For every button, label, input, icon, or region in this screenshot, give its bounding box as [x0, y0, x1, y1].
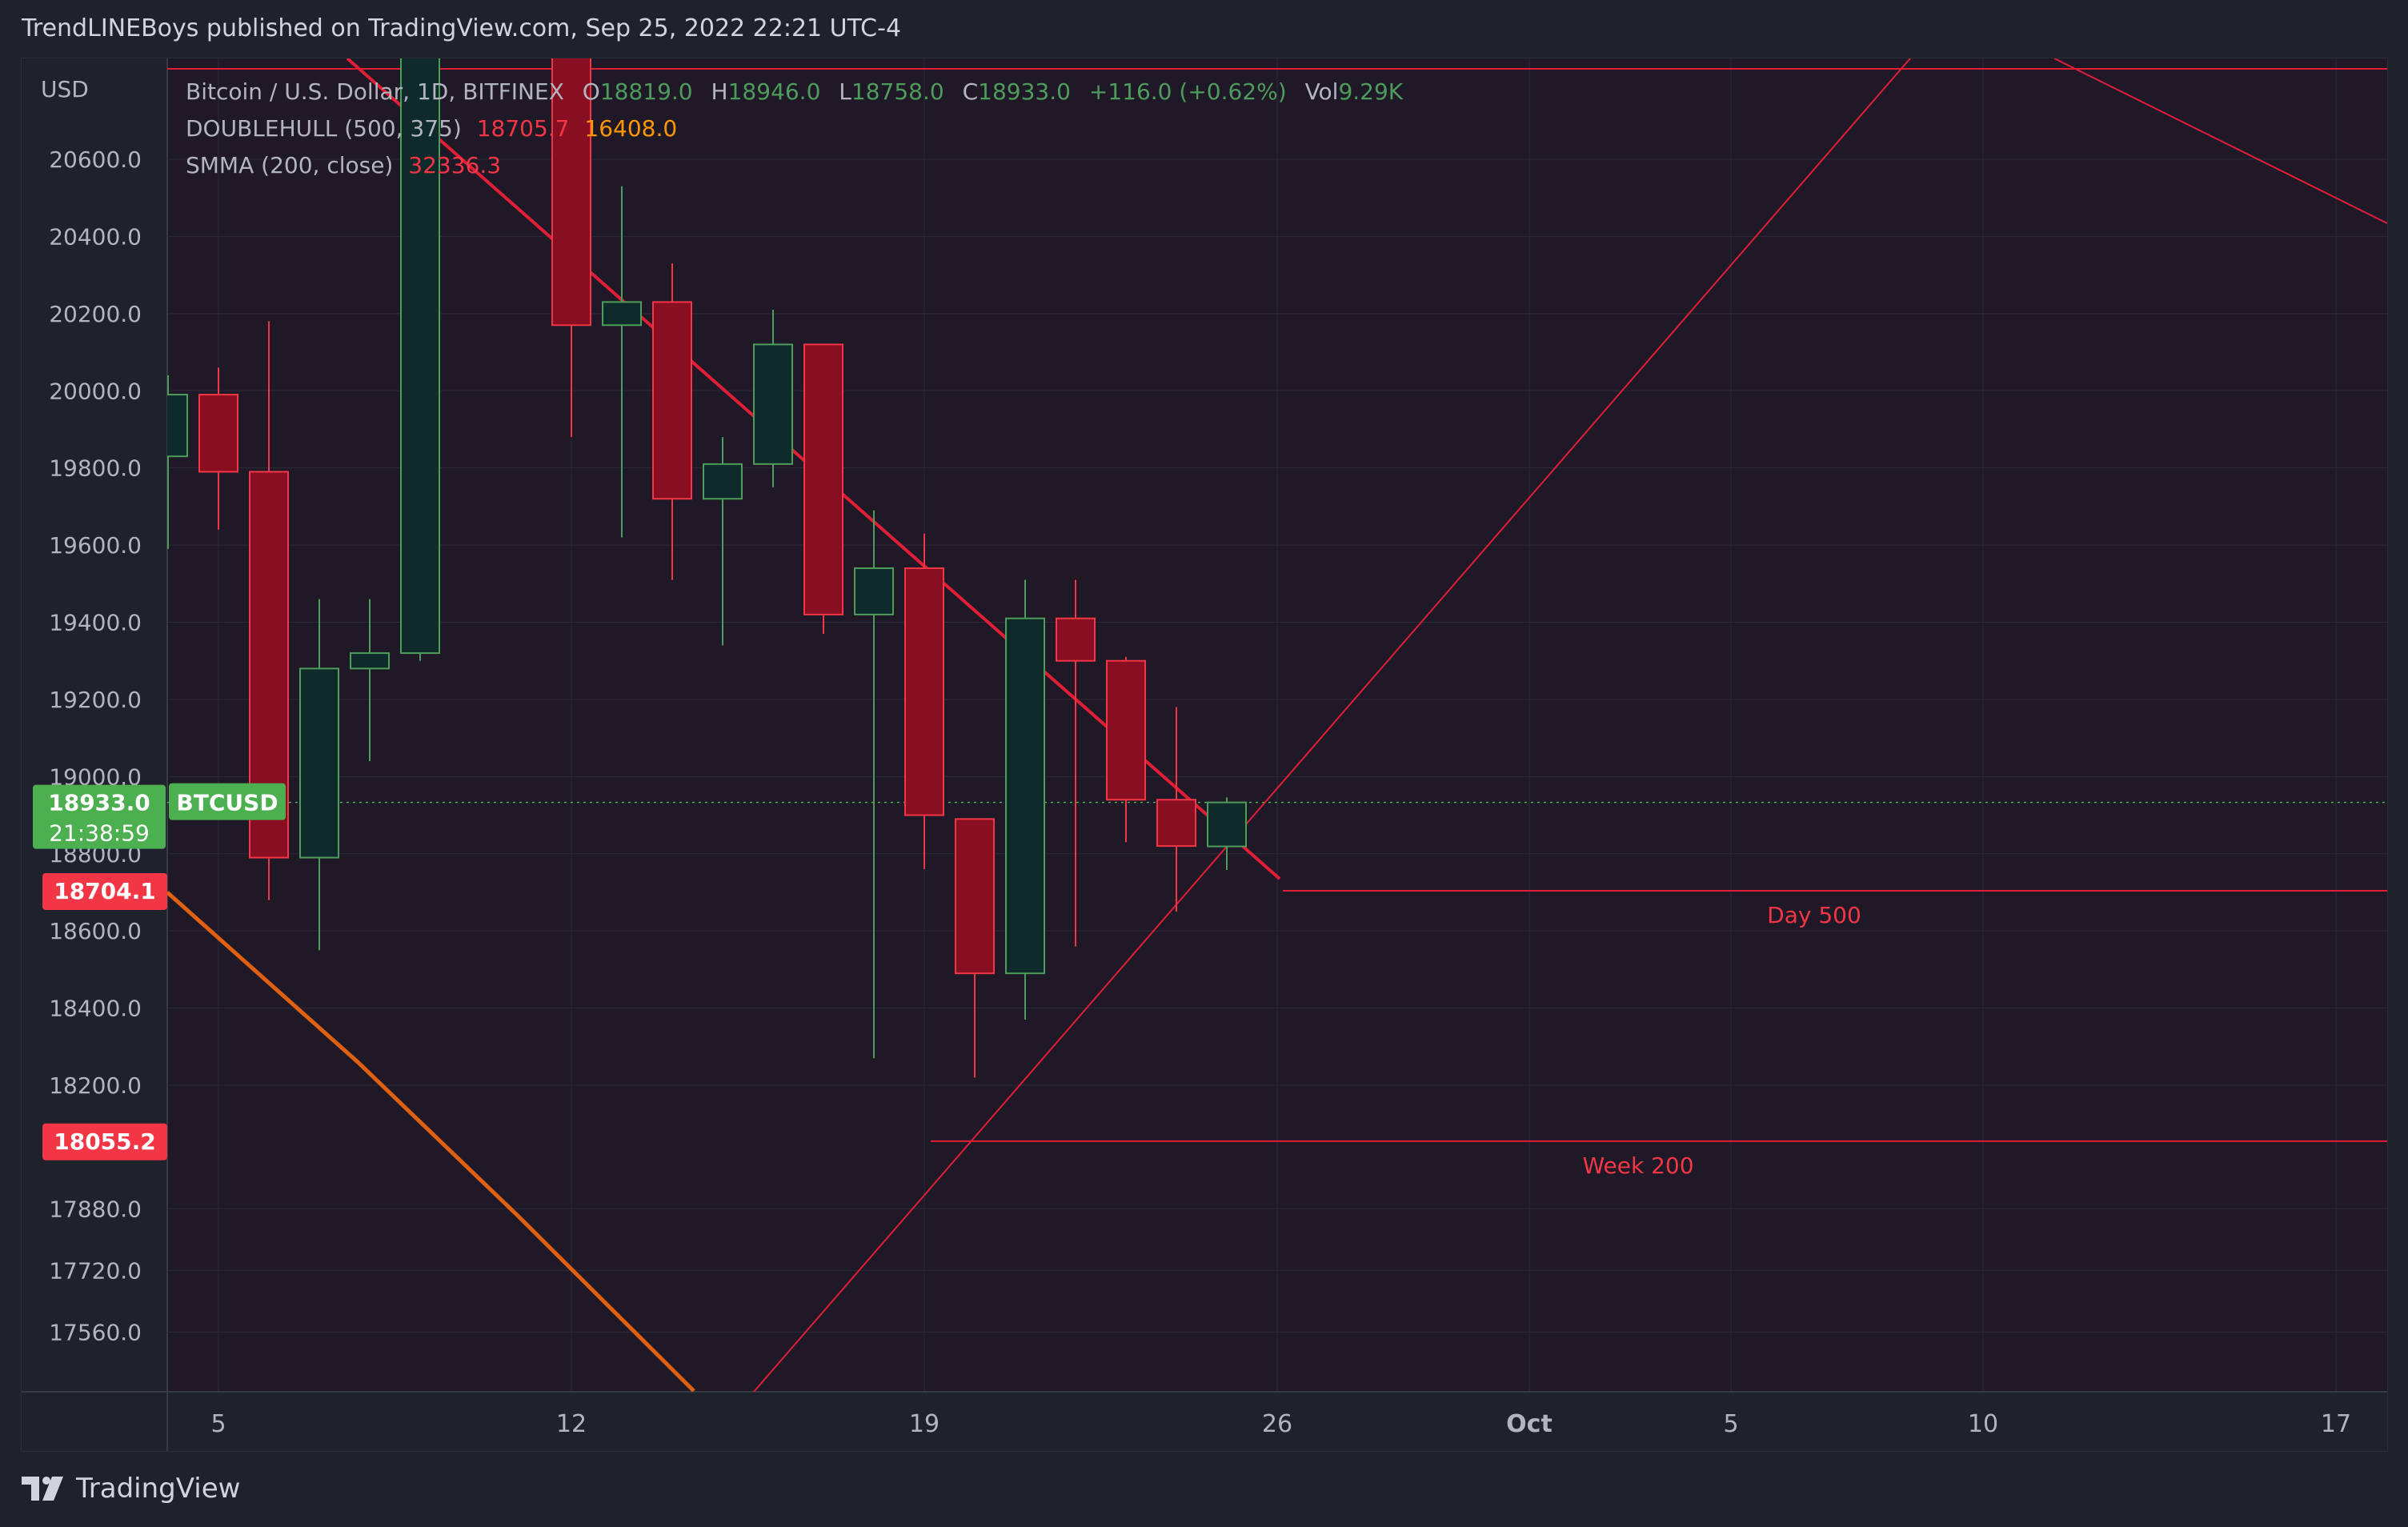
high-value: 18946.0: [727, 78, 821, 105]
x-tick-label: 26: [1262, 1410, 1292, 1438]
price-label-value: 18055.2: [54, 1128, 156, 1155]
y-tick-label: 19600.0: [49, 532, 142, 559]
level-label: Week 200: [1582, 1152, 1693, 1179]
price-label-value: 18704.1: [54, 878, 156, 904]
last-price-value: 18933.0: [48, 790, 150, 816]
volume-value: 9.29K: [1338, 78, 1404, 105]
candle-body[interactable]: [350, 652, 390, 670]
legend-smma-row[interactable]: SMMA (200, close) 32336.3: [186, 147, 1403, 184]
y-tick-label: 20400.0: [49, 223, 142, 250]
ascending-trendline[interactable]: [753, 58, 1911, 1392]
y-tick-label: 20000.0: [49, 378, 142, 404]
doublehull-orange-line[interactable]: [167, 891, 695, 1392]
candle-body[interactable]: [198, 394, 238, 473]
smma-value: 32336.3: [408, 152, 502, 178]
symbol-badge-label: BTCUSD: [176, 790, 278, 816]
candle-body[interactable]: [1207, 801, 1247, 848]
legend-ohlc-row[interactable]: Bitcoin / U.S. Dollar, 1D, BITFINEX O188…: [186, 74, 1403, 110]
close-value: 18933.0: [978, 78, 1071, 105]
footer-brand[interactable]: TradingView: [22, 1473, 240, 1505]
candle-body[interactable]: [1005, 617, 1045, 975]
change-value: +116.0 (+0.62%): [1088, 78, 1287, 105]
candle-body[interactable]: [299, 667, 339, 859]
descending-trendline-right[interactable]: [2053, 58, 2387, 224]
candle-body[interactable]: [1156, 799, 1196, 848]
smma-indicator-name[interactable]: SMMA (200, close): [186, 152, 394, 178]
x-tick-label: 5: [210, 1410, 226, 1438]
y-tick-label: 18400.0: [49, 996, 142, 1022]
candle-body[interactable]: [149, 394, 188, 458]
chart-legend: Bitcoin / U.S. Dollar, 1D, BITFINEX O188…: [186, 74, 1403, 184]
candle-body[interactable]: [955, 818, 995, 975]
legend-doublehull-row[interactable]: DOUBLEHULL (500, 375) 18705.7 16408.0: [186, 110, 1403, 147]
volume-label: Vol: [1304, 78, 1339, 105]
level-label: Day 500: [1767, 902, 1861, 928]
candle-body[interactable]: [703, 463, 743, 500]
symbol-title[interactable]: Bitcoin / U.S. Dollar, 1D, BITFINEX: [186, 78, 564, 105]
y-tick-label: 19800.0: [49, 455, 142, 482]
high-label: H: [711, 78, 728, 105]
x-tick-label: 12: [556, 1410, 587, 1438]
symbol-badge[interactable]: [169, 783, 286, 820]
last-price-badge[interactable]: [33, 784, 166, 849]
y-tick-label: 18200.0: [49, 1072, 142, 1099]
currency-label: USD: [41, 76, 89, 102]
candle-body[interactable]: [803, 343, 843, 615]
price-axis[interactable]: [22, 58, 167, 1392]
candle-body[interactable]: [400, 58, 440, 655]
candle-body[interactable]: [551, 58, 591, 327]
low-label: L: [839, 78, 851, 105]
y-tick-label: 19200.0: [49, 687, 142, 713]
candle-body[interactable]: [904, 567, 944, 816]
x-tick-label: Oct: [1506, 1410, 1553, 1438]
countdown-timer: 21:38:59: [49, 820, 150, 847]
x-tick-label: 17: [2321, 1410, 2351, 1438]
doublehull-value-1: 18705.7: [476, 115, 570, 142]
doublehull-value-2: 16408.0: [584, 115, 678, 142]
candle-body[interactable]: [753, 343, 793, 465]
plot-layer: Day 500 Week 200: [149, 58, 2387, 1392]
price-label-badge[interactable]: [42, 1123, 167, 1160]
y-tick-label: 19400.0: [49, 610, 142, 636]
x-tick-label: 10: [1968, 1410, 1998, 1438]
publisher-line: TrendLINEBoys published on TradingView.c…: [22, 14, 902, 42]
y-tick-label: 17560.0: [49, 1320, 142, 1346]
candle-body[interactable]: [652, 301, 692, 500]
time-axis[interactable]: [22, 1392, 2387, 1451]
doublehull-indicator-name[interactable]: DOUBLEHULL (500, 375): [186, 115, 462, 142]
x-tick-label: 19: [909, 1410, 940, 1438]
close-label: C: [962, 78, 979, 105]
x-tick-label: 5: [1723, 1410, 1738, 1438]
y-tick-label: 18600.0: [49, 918, 142, 944]
y-tick-label: 20200.0: [49, 301, 142, 327]
y-tick-label: 20600.0: [49, 146, 142, 173]
tradingview-logo-icon: [22, 1477, 63, 1501]
low-value: 18758.0: [851, 78, 944, 105]
candlestick-chart[interactable]: 20600.0 20400.0 20200.0 20000.0 19800.0 19600…: [22, 58, 2387, 1451]
open-label: O: [582, 78, 600, 105]
chart-frame[interactable]: 20600.0 20400.0 20200.0 20000.0 19800.0 19600…: [21, 58, 2388, 1452]
candle-body[interactable]: [602, 301, 642, 327]
open-value: 18819.0: [599, 78, 693, 105]
candle-body[interactable]: [854, 567, 894, 615]
price-label-badge[interactable]: [42, 872, 167, 910]
candle-body[interactable]: [1106, 659, 1146, 801]
y-tick-label: 17720.0: [49, 1257, 142, 1284]
brand-name: TradingView: [76, 1473, 241, 1505]
candle-body[interactable]: [1056, 617, 1096, 662]
y-tick-label: 17880.0: [49, 1196, 142, 1222]
